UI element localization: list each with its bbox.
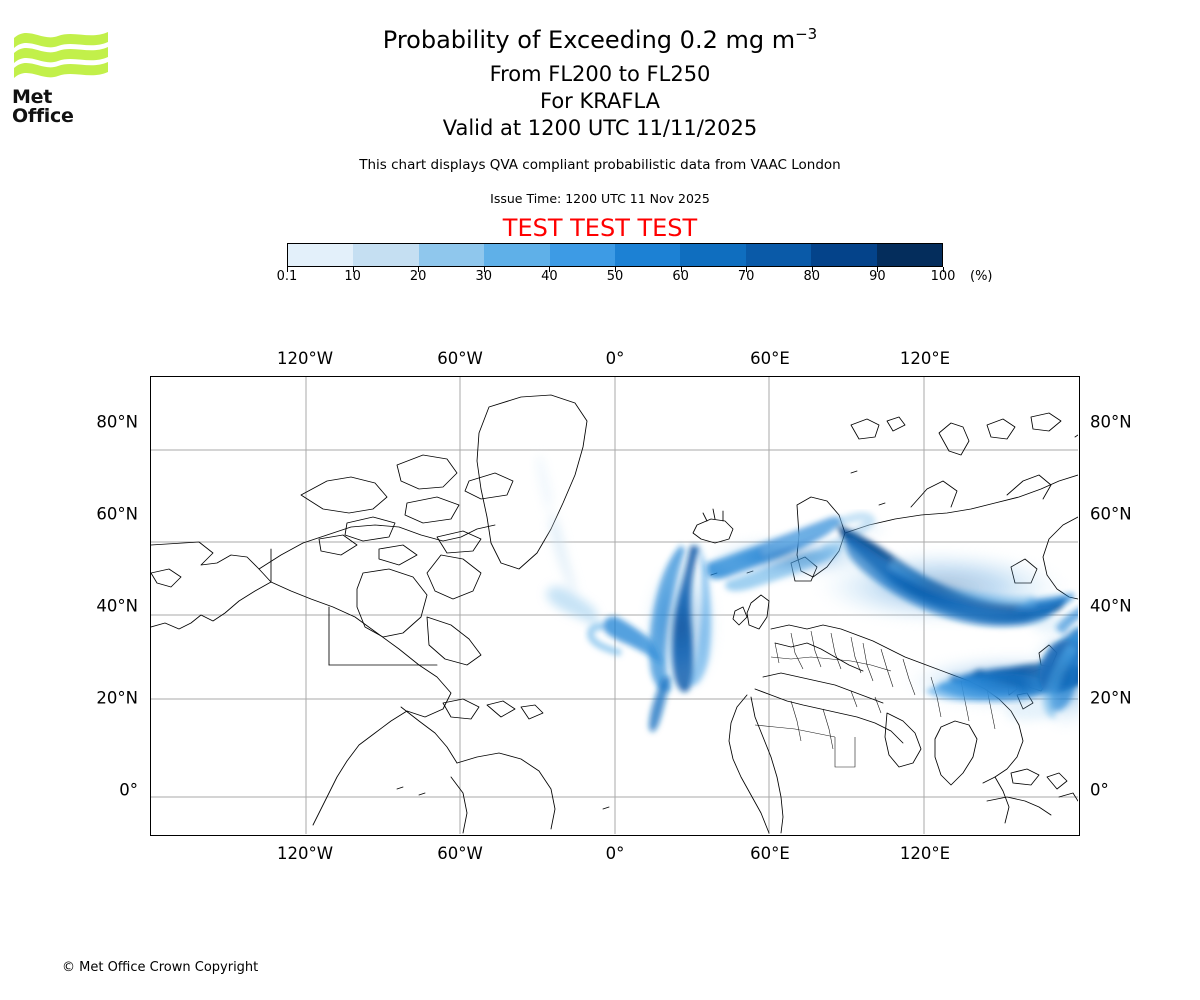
colorbar-swatch-7 <box>745 244 812 266</box>
lon-label-bottom-1: 60°W <box>437 844 483 863</box>
page-title: Probability of Exceeding 0.2 mg m−3 <box>0 25 1200 55</box>
colorbar-swatch-4 <box>549 244 616 266</box>
colorbar-tick-4 <box>549 267 551 272</box>
test-banner: TEST TEST TEST <box>502 214 698 242</box>
lat-label-right-2: 40°N <box>1090 596 1132 616</box>
lon-label-top-3: 60°E <box>750 349 790 368</box>
qva-compliance-note: This chart displays QVA compliant probab… <box>359 157 841 173</box>
colorbar-tick-2 <box>418 267 420 272</box>
colorbar-swatch-0 <box>288 244 354 266</box>
lon-label-bottom-2: 0° <box>605 844 625 863</box>
lat-label-right-0: 80°N <box>1090 412 1132 432</box>
lon-label-bottom-4: 120°E <box>899 844 951 863</box>
colorbar-swatch-2 <box>418 244 485 266</box>
lat-label-left-2: 40°N <box>96 596 138 616</box>
probability-colorbar <box>287 243 944 272</box>
lon-label-bottom-0: 120°W <box>276 844 334 863</box>
lat-label-right-4: 0° <box>1090 780 1109 800</box>
colorbar-tick-label-7: 70 <box>737 269 755 284</box>
lat-label-right-1: 60°N <box>1090 504 1132 524</box>
colorbar-tick-10 <box>943 267 944 272</box>
colorbar-tick-label-2: 20 <box>409 269 427 284</box>
met-office-wave-icon <box>14 32 108 78</box>
lon-label-top-0: 120°W <box>276 349 334 368</box>
colorbar-tick-label-10: 100 <box>930 269 956 284</box>
colorbar-tick-9 <box>877 267 879 272</box>
ash-probability-plume <box>536 454 1078 732</box>
met-office-wordmark: Met Office <box>12 86 74 127</box>
colorbar-tick-label-6: 60 <box>672 269 689 284</box>
lon-label-top-1: 60°W <box>437 349 483 368</box>
lat-label-left-4: 0° <box>119 780 138 800</box>
colorbar-tick-label-0: 0.1 <box>276 269 298 284</box>
page-title-exponent: −3 <box>795 25 818 43</box>
colorbar-tick-5 <box>615 267 616 272</box>
colorbar-tick-8 <box>811 267 813 272</box>
colorbar-tick-6 <box>680 267 682 272</box>
colorbar-tick-label-1: 10 <box>344 269 361 284</box>
colorbar-tick-label-4: 40 <box>541 269 558 284</box>
colorbar-swatch-6 <box>680 244 746 266</box>
copyright-notice: © Met Office Crown Copyright <box>62 960 259 975</box>
colorbar-swatch-3 <box>484 244 550 266</box>
volcano-subtitle: For KRAFLA <box>540 89 660 113</box>
flight-level-subtitle: From FL200 to FL250 <box>489 62 711 86</box>
colorbar-tick-7 <box>746 267 748 272</box>
colorbar-swatch-8 <box>811 244 877 266</box>
colorbar-swatch-5 <box>615 244 681 266</box>
colorbar-tick-1 <box>352 267 354 272</box>
lon-label-top-4: 120°E <box>899 349 951 368</box>
lat-label-left-3: 20°N <box>96 688 138 708</box>
colorbar-swatch-9 <box>876 244 943 266</box>
lon-label-bottom-3: 60°E <box>750 844 790 863</box>
colorbar-units-label: (%) <box>970 269 993 284</box>
map-plot-area <box>150 376 1080 836</box>
colorbar-swatch-1 <box>353 244 419 266</box>
world-map <box>151 377 1078 834</box>
lat-label-right-3: 20°N <box>1090 688 1132 708</box>
valid-time-subtitle: Valid at 1200 UTC 11/11/2025 <box>442 116 758 140</box>
lat-label-left-1: 60°N <box>96 504 138 524</box>
colorbar-tick-3 <box>483 267 485 272</box>
lon-label-top-2: 0° <box>605 349 625 368</box>
country-borders <box>754 630 996 768</box>
met-office-logo: Met Office <box>12 26 110 126</box>
lat-label-left-0: 80°N <box>96 412 138 432</box>
colorbar-tick-label-9: 90 <box>869 269 886 284</box>
colorbar-tick-label-3: 30 <box>475 269 493 284</box>
colorbar-swatches <box>287 243 943 267</box>
colorbar-tick-label-5: 50 <box>606 269 624 284</box>
colorbar-tick-label-8: 80 <box>803 269 821 284</box>
colorbar-tick-0 <box>287 267 288 272</box>
page-title-text: Probability of Exceeding 0.2 mg m <box>382 26 796 54</box>
issue-time-label: Issue Time: 1200 UTC 11 Nov 2025 <box>490 191 710 206</box>
